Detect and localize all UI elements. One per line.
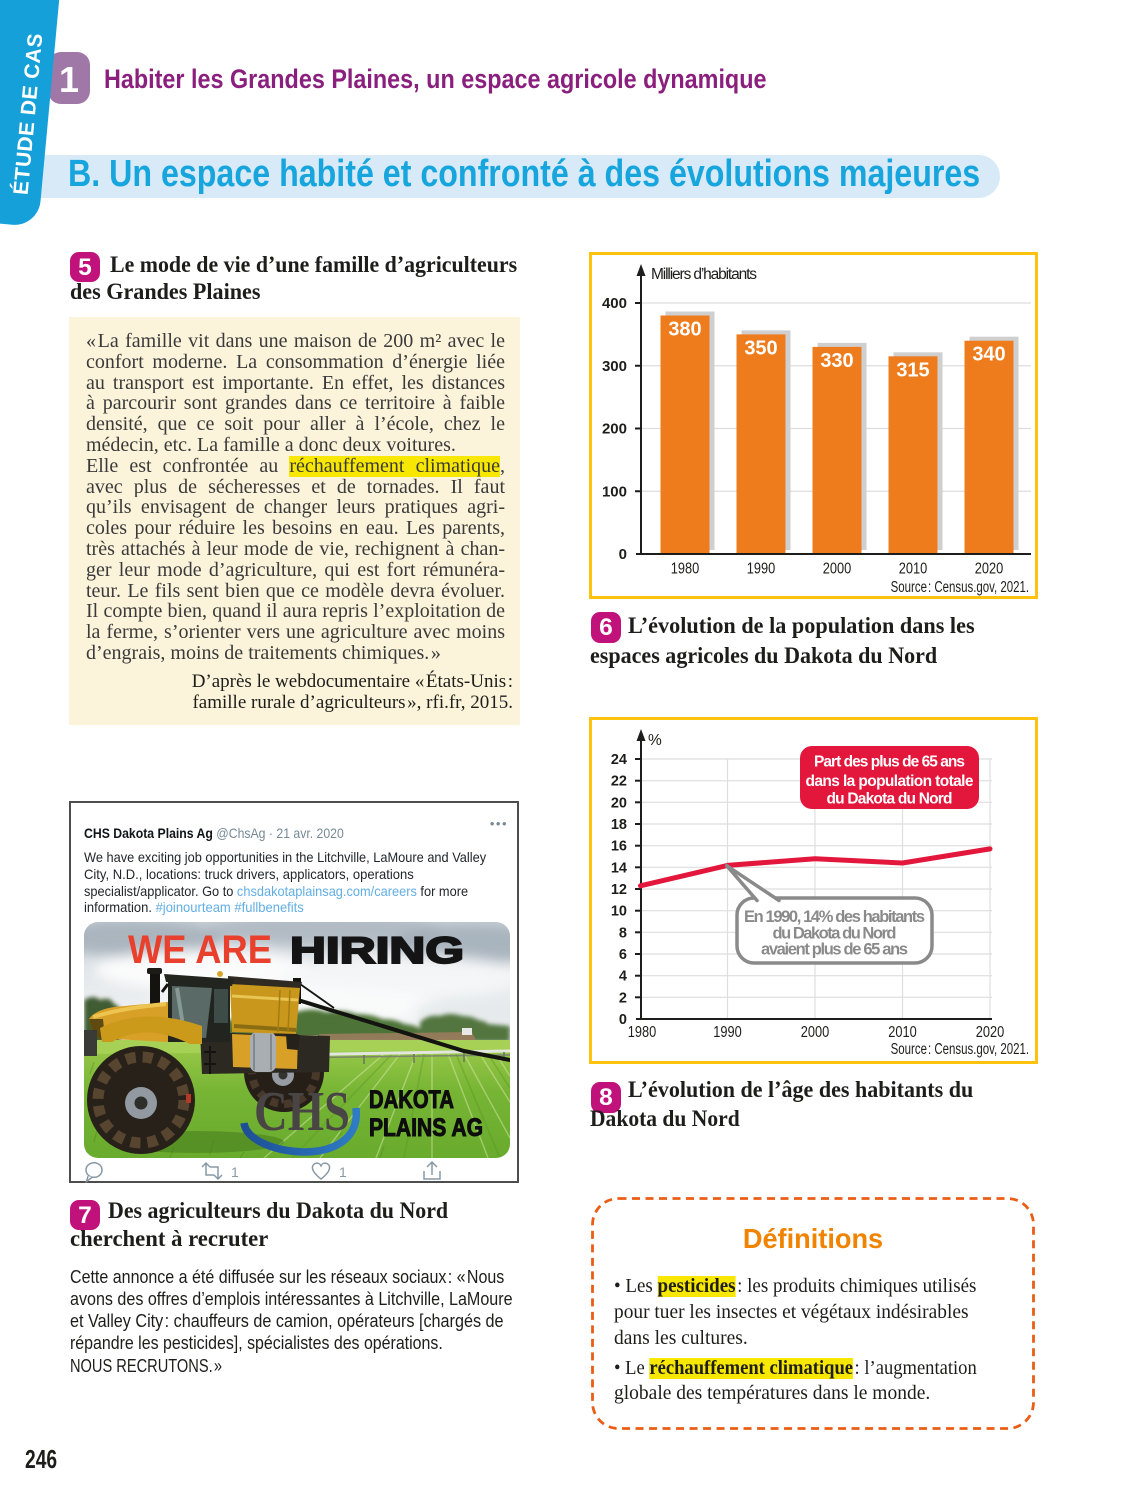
svg-text:1: 1 bbox=[231, 1164, 239, 1180]
svg-text:2000: 2000 bbox=[823, 561, 852, 578]
svg-text:6: 6 bbox=[619, 947, 627, 963]
svg-text:14: 14 bbox=[611, 860, 627, 876]
svg-text:24: 24 bbox=[611, 752, 627, 768]
svg-text:100: 100 bbox=[602, 483, 627, 500]
svg-text:0: 0 bbox=[619, 546, 627, 563]
svg-text:CHS: CHS bbox=[254, 1081, 350, 1143]
svg-text:PLAINS AG: PLAINS AG bbox=[369, 1114, 483, 1142]
svg-text:2020: 2020 bbox=[975, 561, 1004, 578]
svg-text:300: 300 bbox=[602, 358, 627, 375]
svg-text:En 1990, 14 % des habitants: En 1990, 14 % des habitants bbox=[744, 908, 925, 926]
svg-text:380: 380 bbox=[668, 319, 701, 341]
svg-text:350: 350 bbox=[744, 337, 777, 359]
svg-text:18: 18 bbox=[611, 817, 627, 833]
svg-text:2010: 2010 bbox=[888, 1024, 917, 1041]
svg-text:1980: 1980 bbox=[628, 1024, 657, 1041]
svg-text:HIRING: HIRING bbox=[290, 930, 464, 971]
svg-text:du Dakota du Nord: du Dakota du Nord bbox=[827, 791, 953, 808]
svg-text:330: 330 bbox=[820, 350, 853, 372]
svg-text:du Dakota du Nord: du Dakota du Nord bbox=[773, 925, 897, 943]
svg-text:2: 2 bbox=[619, 990, 627, 1006]
svg-text:1990: 1990 bbox=[747, 561, 776, 578]
svg-text:0: 0 bbox=[619, 1012, 627, 1028]
svg-text:%: % bbox=[648, 732, 662, 749]
svg-text:Milliers d’habitants: Milliers d’habitants bbox=[651, 266, 757, 283]
svg-text:WE ARE: WE ARE bbox=[128, 928, 272, 972]
svg-text:10: 10 bbox=[611, 904, 627, 920]
svg-text:8: 8 bbox=[619, 925, 627, 941]
svg-text:DAKOTA: DAKOTA bbox=[369, 1086, 454, 1114]
svg-text:340: 340 bbox=[972, 344, 1005, 366]
svg-text:4: 4 bbox=[619, 969, 627, 985]
svg-text:12: 12 bbox=[611, 882, 627, 898]
svg-text:22: 22 bbox=[611, 774, 627, 790]
svg-text:400: 400 bbox=[602, 295, 627, 312]
svg-text:315: 315 bbox=[896, 359, 929, 381]
svg-text:16: 16 bbox=[611, 839, 627, 855]
svg-text:Part des plus de 65 ans: Part des plus de 65 ans bbox=[814, 754, 965, 771]
svg-text:1: 1 bbox=[339, 1164, 347, 1180]
svg-text:2020: 2020 bbox=[976, 1024, 1005, 1041]
svg-text:200: 200 bbox=[602, 421, 627, 438]
svg-text:avaient plus de 65 ans: avaient plus de 65 ans bbox=[761, 941, 908, 959]
svg-text:1990: 1990 bbox=[713, 1024, 742, 1041]
svg-text:2000: 2000 bbox=[801, 1024, 830, 1041]
svg-text:1980: 1980 bbox=[671, 561, 700, 578]
svg-text:20: 20 bbox=[611, 795, 627, 811]
svg-text:dans la population totale: dans la population totale bbox=[806, 773, 974, 790]
svg-text:2010: 2010 bbox=[899, 561, 928, 578]
